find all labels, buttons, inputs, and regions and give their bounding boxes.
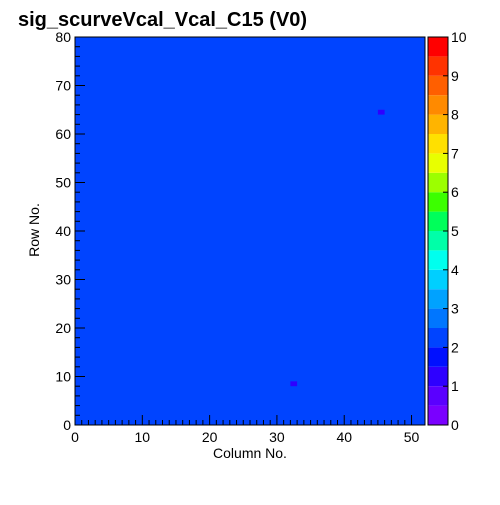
colorbar-step (428, 328, 448, 348)
colorbar-step (428, 386, 448, 406)
colorbar-tick-label: 8 (451, 107, 459, 123)
colorbar-tick-label: 3 (451, 301, 459, 317)
axes: 0 10 20 30 40 50 0 10 20 30 40 50 60 70 80 (55, 29, 426, 445)
x-tick-label: 40 (336, 429, 352, 445)
colorbar-step (428, 95, 448, 115)
colorbar-step (428, 366, 448, 387)
colorbar-step (428, 308, 448, 328)
colorbar-step (428, 172, 448, 193)
colorbar-step (428, 289, 448, 309)
heatmap-background (75, 37, 425, 425)
colorbar-step (428, 75, 448, 96)
colorbar-step (428, 134, 448, 154)
y-axis-label: Row No. (26, 203, 42, 257)
x-axis-label: Column No. (213, 445, 287, 461)
chart-title: sig_scurveVcal_Vcal_C15 (V0) (18, 9, 307, 31)
colorbar-tick-label: 2 (451, 339, 459, 355)
colorbar-step (428, 405, 448, 425)
y-tick-label: 50 (55, 175, 71, 191)
colorbar-tick-label: 1 (451, 378, 459, 394)
colorbar-step (428, 114, 448, 134)
x-tick-label: 20 (202, 429, 218, 445)
x-tick-label: 10 (135, 429, 151, 445)
y-tick-label: 40 (55, 223, 71, 239)
colorbar-step (428, 192, 448, 212)
colorbar-tick-label: 0 (451, 417, 459, 433)
colorbar: 0 1 2 3 4 5 6 7 8 9 10 (427, 29, 467, 433)
colorbar-step (428, 56, 448, 76)
colorbar-tick-label: 7 (451, 145, 459, 161)
colorbar-tick-label: 6 (451, 184, 459, 200)
colorbar-tick-label: 4 (451, 262, 459, 278)
y-tick-label: 0 (63, 417, 71, 433)
colorbar-step (428, 211, 448, 231)
plot-area (75, 37, 425, 425)
x-tick-label: 50 (404, 429, 420, 445)
y-tick-label: 60 (55, 126, 71, 142)
colorbar-step (428, 269, 448, 290)
x-tick-label: 0 (71, 429, 79, 445)
heatmap-cell (290, 381, 298, 387)
colorbar-tick-label: 5 (451, 223, 459, 239)
colorbar-step (428, 250, 448, 270)
colorbar-step (428, 347, 448, 367)
y-tick-label: 30 (55, 272, 71, 288)
y-tick-label: 20 (55, 320, 71, 336)
y-tick-label: 10 (55, 369, 71, 385)
colorbar-step (428, 231, 448, 251)
heatmap-cell (377, 109, 385, 115)
x-tick-label: 30 (269, 429, 285, 445)
y-tick-label: 80 (55, 29, 71, 45)
colorbar-tick-label: 10 (451, 29, 467, 45)
colorbar-step (428, 37, 448, 57)
colorbar-tick-label: 9 (451, 68, 459, 84)
colorbar-step (428, 153, 448, 173)
y-tick-label: 70 (55, 78, 71, 94)
